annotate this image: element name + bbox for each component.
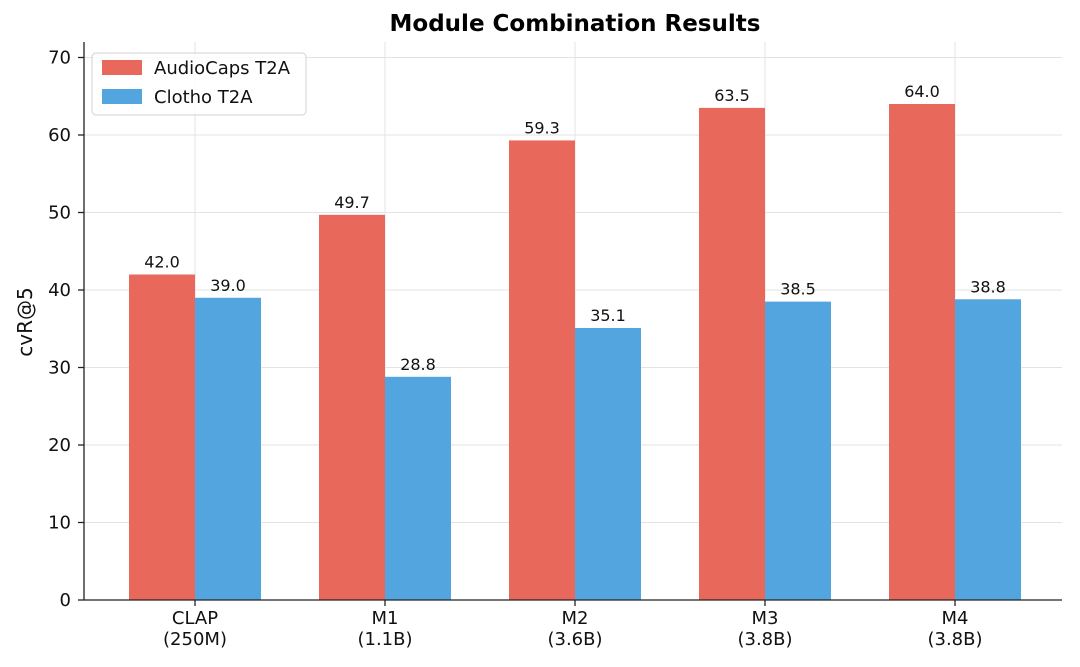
bar-audiocaps — [699, 107, 765, 600]
bar-value-label: 49.7 — [334, 193, 370, 212]
y-axis-label: cvR@5 — [13, 287, 37, 356]
x-tick-label: (250M) — [163, 629, 227, 650]
legend-label: Clotho T2A — [154, 87, 253, 108]
x-tick-label: M2 — [562, 608, 589, 629]
y-tick-label: 60 — [48, 125, 71, 146]
x-tick-label: CLAP — [172, 608, 218, 629]
legend-swatch — [102, 89, 142, 104]
legend-swatch — [102, 60, 142, 75]
bar-clotho — [385, 376, 451, 600]
y-tick-label: 50 — [48, 203, 71, 224]
bar-value-label: 63.5 — [714, 86, 750, 105]
bar-value-label: 28.8 — [400, 355, 436, 374]
y-tick-label: 30 — [48, 358, 71, 379]
bar-value-label: 39.0 — [210, 276, 246, 295]
legend-label: AudioCaps T2A — [154, 58, 291, 79]
y-tick-label: 70 — [48, 48, 71, 69]
bar-value-label: 42.0 — [144, 253, 180, 272]
x-tick-label: (3.8B) — [737, 629, 792, 650]
bar-audiocaps — [509, 140, 575, 601]
chart-title: Module Combination Results — [390, 11, 761, 37]
bar-clotho — [955, 299, 1021, 600]
bar-audiocaps — [889, 104, 955, 600]
y-tick-label: 10 — [48, 513, 71, 534]
y-tick-labels: 0 10 20 30 40 50 60 70 — [48, 48, 71, 612]
y-tick-label: 0 — [60, 590, 71, 611]
x-tick-label: (3.6B) — [547, 629, 602, 650]
bar-audiocaps — [129, 274, 195, 600]
y-tick-label: 20 — [48, 435, 71, 456]
bar-audiocaps — [319, 214, 385, 600]
legend-box — [91, 52, 307, 116]
bar-clotho — [765, 301, 831, 600]
bar-clotho — [575, 327, 641, 600]
y-tick-label: 40 — [48, 280, 71, 301]
bars — [129, 104, 1021, 601]
bar-value-label: 59.3 — [524, 118, 560, 137]
bar-value-label: 64.0 — [904, 82, 940, 101]
bar-value-label: 38.5 — [780, 280, 816, 299]
bar-value-label: 38.8 — [970, 277, 1006, 296]
x-tick-labels: CLAP(250M)M1(1.1B)M2(3.6B)M3(3.8B)M4(3.8… — [163, 608, 982, 650]
data-labels: 42.0 49.7 59.3 63.5 64.0 39.0 28.8 35.1 38.5 38.8 — [144, 82, 1006, 374]
x-tick-label: M1 — [372, 608, 399, 629]
axes — [78, 42, 1062, 606]
x-tick-label: M4 — [942, 608, 969, 629]
bar-value-label: 35.1 — [590, 306, 626, 325]
x-tick-label: (1.1B) — [357, 629, 412, 650]
x-tick-label: (3.8B) — [927, 629, 982, 650]
bar-clotho — [195, 297, 261, 600]
legend: AudioCaps T2A Clotho T2A — [91, 52, 307, 116]
x-tick-label: M3 — [752, 608, 779, 629]
